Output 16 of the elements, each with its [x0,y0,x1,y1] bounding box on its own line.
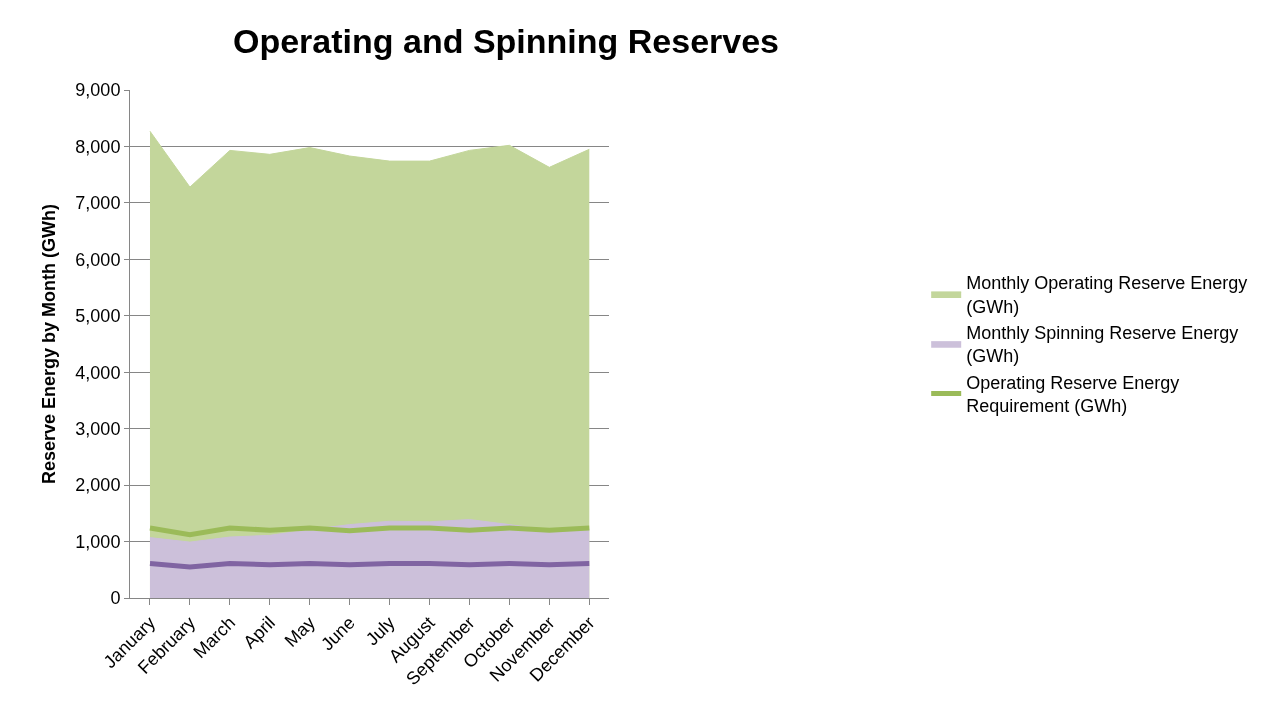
y-tick-label: 3,000 [75,418,121,439]
chart-title: Operating and Spinning Reserves [232,21,780,60]
legend-label: Monthly Spinning Reserve Energy (GWh) [966,323,1239,367]
y-tick-label: 9,000 [75,80,121,101]
legend-label: Operating Reserve Energy Requirement (GWh) [966,372,1180,417]
y-tick-label: 5,000 [75,306,121,327]
y-tick-label: 2,000 [75,475,121,496]
y-tick-label: 0 [110,588,121,609]
x-tick-label: May [280,612,319,651]
y-tick-label: 6,000 [75,249,121,270]
y-tick-label: 7,000 [75,193,121,214]
legend-label: Monthly Operating Reserve Energy (GWh) [966,273,1248,317]
y-tick-label: 1,000 [75,531,121,552]
y-axis-title: Reserve Energy by Month (GWh) [38,203,59,485]
y-tick-label: 8,000 [75,136,121,157]
y-tick-label: 4,000 [75,362,121,383]
